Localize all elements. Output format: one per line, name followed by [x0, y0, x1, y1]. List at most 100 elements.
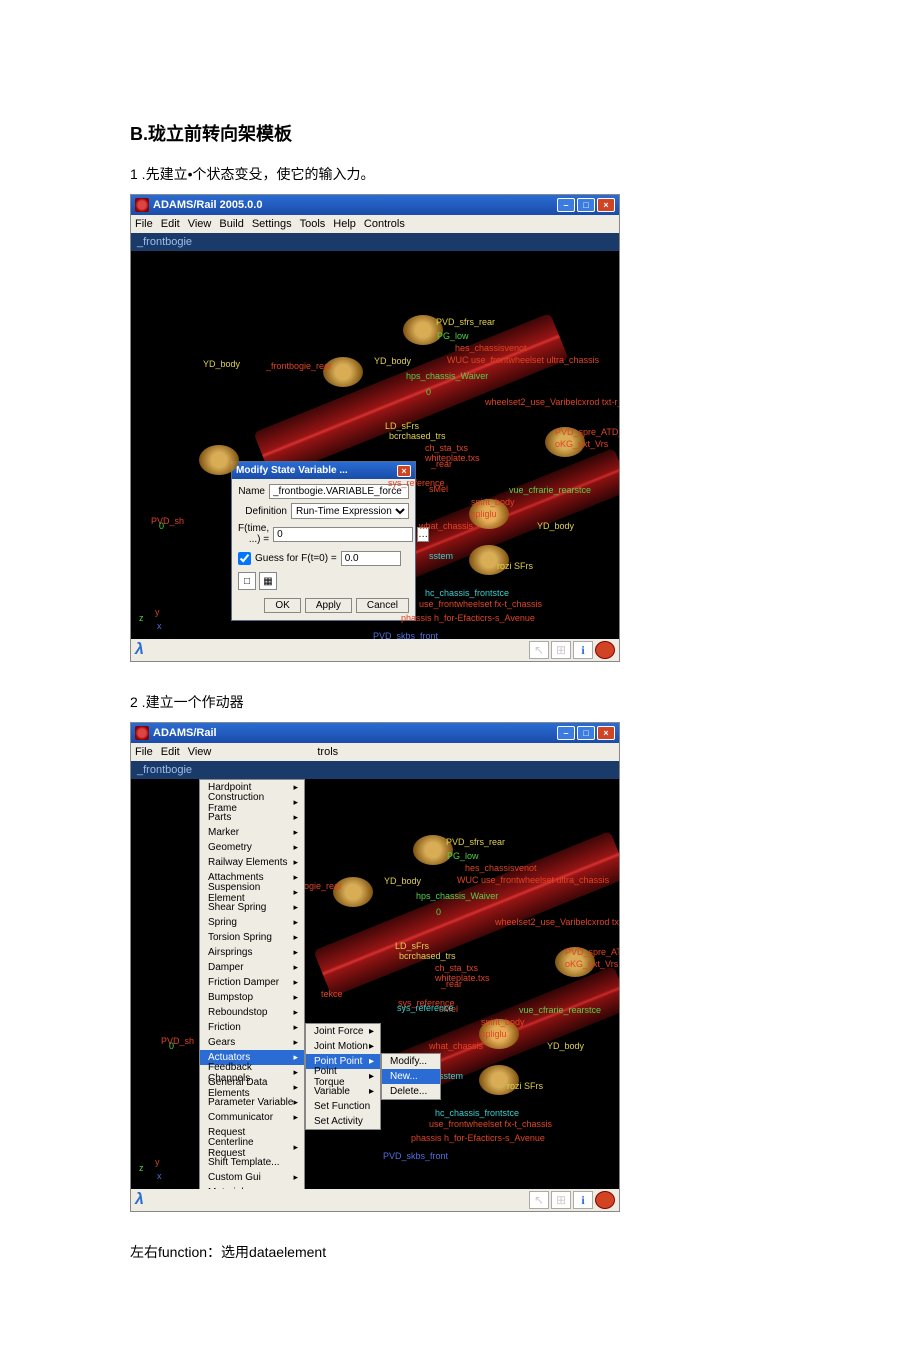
submenu-item-set-function[interactable]: Set Function — [306, 1099, 380, 1114]
maximize-button[interactable]: □ — [577, 726, 595, 740]
maximize-button[interactable]: □ — [577, 198, 595, 212]
menu-item-bumpstop[interactable]: Bumpstop▸ — [200, 990, 304, 1005]
menu-file[interactable]: File — [135, 218, 153, 230]
canvas-label: wheelset2_use_Varibelcxrod txt-r_Tol — [485, 397, 619, 407]
canvas-label: bcrchased_trs — [399, 951, 456, 961]
menu-item-gears[interactable]: Gears▸ — [200, 1035, 304, 1050]
canvas-label: spliglu — [471, 509, 497, 519]
canvas-label: phassis h_for-Efacticrs-s_Avenue — [401, 613, 535, 623]
app-icon — [135, 198, 149, 212]
canvas-label: use_frontwheelset fx-t_chassis — [429, 1119, 552, 1129]
sb-info-icon[interactable]: i — [573, 641, 593, 659]
tool-icon-1[interactable]: □ — [238, 572, 256, 590]
submenu-item-variable[interactable]: Variable▸ — [306, 1084, 380, 1099]
canvas-label: PVD_skbs_front — [373, 631, 438, 639]
apply-button[interactable]: Apply — [305, 598, 352, 613]
submenu-item-new...[interactable]: New... — [382, 1069, 440, 1084]
canvas-label: oKG_uxt_Vrs — [555, 439, 608, 449]
definition-select[interactable]: Run-Time Expression — [291, 503, 409, 519]
menu-item-reboundstop[interactable]: Reboundstop▸ — [200, 1005, 304, 1020]
menu-item-construction-frame[interactable]: Construction Frame▸ — [200, 795, 304, 810]
menu-item-friction-damper[interactable]: Friction Damper▸ — [200, 975, 304, 990]
menu-tools[interactable]: Tools — [300, 218, 326, 230]
minimize-button[interactable]: – — [557, 726, 575, 740]
lambda-icon[interactable]: λ — [135, 1191, 527, 1209]
submenu-item-point-torque[interactable]: Point Torque▸ — [306, 1069, 380, 1084]
canvas-label: vue_cfrarie_rearstce — [509, 485, 591, 495]
ok-button[interactable]: OK — [264, 598, 300, 613]
submenu-item-set-activity[interactable]: Set Activity — [306, 1114, 380, 1129]
canvas-label: PVD_sh — [161, 1036, 194, 1046]
guess-checkbox[interactable] — [238, 552, 251, 565]
fexpr-input[interactable] — [273, 527, 413, 542]
menu-item-friction[interactable]: Friction▸ — [200, 1020, 304, 1035]
menu-item-custom-gui[interactable]: Custom Gui▸ — [200, 1170, 304, 1185]
doc-heading: B.珑立前转向架模板 — [130, 120, 790, 146]
pointpoint-submenu: Modify...New...Delete... — [381, 1053, 441, 1100]
canvas-label: oKG_uxt_Vrs — [565, 959, 618, 969]
sb-stop-icon[interactable] — [595, 641, 615, 659]
menu-item-torsion-spring[interactable]: Torsion Spring▸ — [200, 930, 304, 945]
dialog-close-button[interactable]: × — [397, 465, 411, 477]
menubar-2: File Edit View trols — [131, 743, 619, 761]
menu-item-spring[interactable]: Spring▸ — [200, 915, 304, 930]
menu-item-materials[interactable]: Materials▸ — [200, 1185, 304, 1189]
canvas-label: 0 — [159, 521, 164, 531]
menu-item-communicator[interactable]: Communicator▸ — [200, 1110, 304, 1125]
canvas-label: spirit_body — [481, 1017, 525, 1027]
canvas-label: PVD_sh — [151, 516, 184, 526]
menu-view[interactable]: View — [188, 746, 212, 758]
fexpr-label: F(time, ...) = — [238, 523, 269, 545]
model-canvas[interactable]: y z x Modify State Variable ... × Name D… — [131, 251, 619, 639]
component-name-2: _frontbogie — [137, 764, 192, 776]
menu-file[interactable]: File — [135, 746, 153, 758]
menu-item-general-data-elements[interactable]: General Data Elements▸ — [200, 1080, 304, 1095]
close-button[interactable]: × — [597, 726, 615, 740]
menu-item-suspension-element[interactable]: Suspension Element▸ — [200, 885, 304, 900]
submenu-item-modify...[interactable]: Modify... — [382, 1054, 440, 1069]
sb-grid-icon[interactable]: ⊞ — [551, 1191, 571, 1209]
tool-icon-2[interactable]: ▦ — [259, 572, 277, 590]
canvas-label: sstem — [429, 551, 453, 561]
lambda-icon[interactable]: λ — [135, 641, 527, 659]
canvas-label: PVD_spre_ATD_s — [565, 947, 619, 957]
window-title-2: ADAMS/Rail — [153, 727, 557, 739]
canvas-label: what_chassis — [419, 521, 473, 531]
menu-item-airsprings[interactable]: Airsprings▸ — [200, 945, 304, 960]
canvas-label: PG_low — [437, 331, 469, 341]
submenu-item-joint-force[interactable]: Joint Force▸ — [306, 1024, 380, 1039]
menu-item-centerline-request[interactable]: Centerline Request▸ — [200, 1140, 304, 1155]
sb-cursor-icon[interactable]: ↖ — [529, 641, 549, 659]
sb-cursor-icon[interactable]: ↖ — [529, 1191, 549, 1209]
menu-item-geometry[interactable]: Geometry▸ — [200, 840, 304, 855]
minimize-button[interactable]: – — [557, 198, 575, 212]
menu-item-parameter-variable[interactable]: Parameter Variable▸ — [200, 1095, 304, 1110]
cancel-button[interactable]: Cancel — [356, 598, 409, 613]
canvas-label: YD_body — [384, 876, 421, 886]
menu-edit[interactable]: Edit — [161, 746, 180, 758]
sb-grid-icon[interactable]: ⊞ — [551, 641, 571, 659]
model-canvas-2[interactable]: y z x Hardpoint▸Construction Frame▸Parts… — [131, 779, 619, 1189]
submenu-item-joint-motion[interactable]: Joint Motion▸ — [306, 1039, 380, 1054]
canvas-label: phassis h_for-Efacticrs-s_Avenue — [411, 1133, 545, 1143]
submenu-item-delete...[interactable]: Delete... — [382, 1084, 440, 1099]
menu-settings[interactable]: Settings — [252, 218, 292, 230]
menu-item-damper[interactable]: Damper▸ — [200, 960, 304, 975]
window-titlebar-2: ADAMS/Rail – □ × — [131, 723, 619, 743]
canvas-label: LD_sFrs — [385, 421, 419, 431]
canvas-label: ch_sta_txs — [425, 443, 468, 453]
canvas-label: 0 — [426, 387, 431, 397]
menu-item-marker[interactable]: Marker▸ — [200, 825, 304, 840]
close-button[interactable]: × — [597, 198, 615, 212]
sb-stop-icon[interactable] — [595, 1191, 615, 1209]
menu-build[interactable]: Build — [219, 218, 243, 230]
statusbar: λ ↖ ⊞ i — [131, 639, 619, 661]
menu-edit[interactable]: Edit — [161, 218, 180, 230]
guess-input[interactable] — [341, 551, 401, 566]
menu-item-railway-elements[interactable]: Railway Elements▸ — [200, 855, 304, 870]
menu-help[interactable]: Help — [333, 218, 356, 230]
menu-view[interactable]: View — [188, 218, 212, 230]
menu-controls[interactable]: Controls — [364, 218, 405, 230]
canvas-label: spirit_body — [471, 497, 515, 507]
sb-info-icon[interactable]: i — [573, 1191, 593, 1209]
